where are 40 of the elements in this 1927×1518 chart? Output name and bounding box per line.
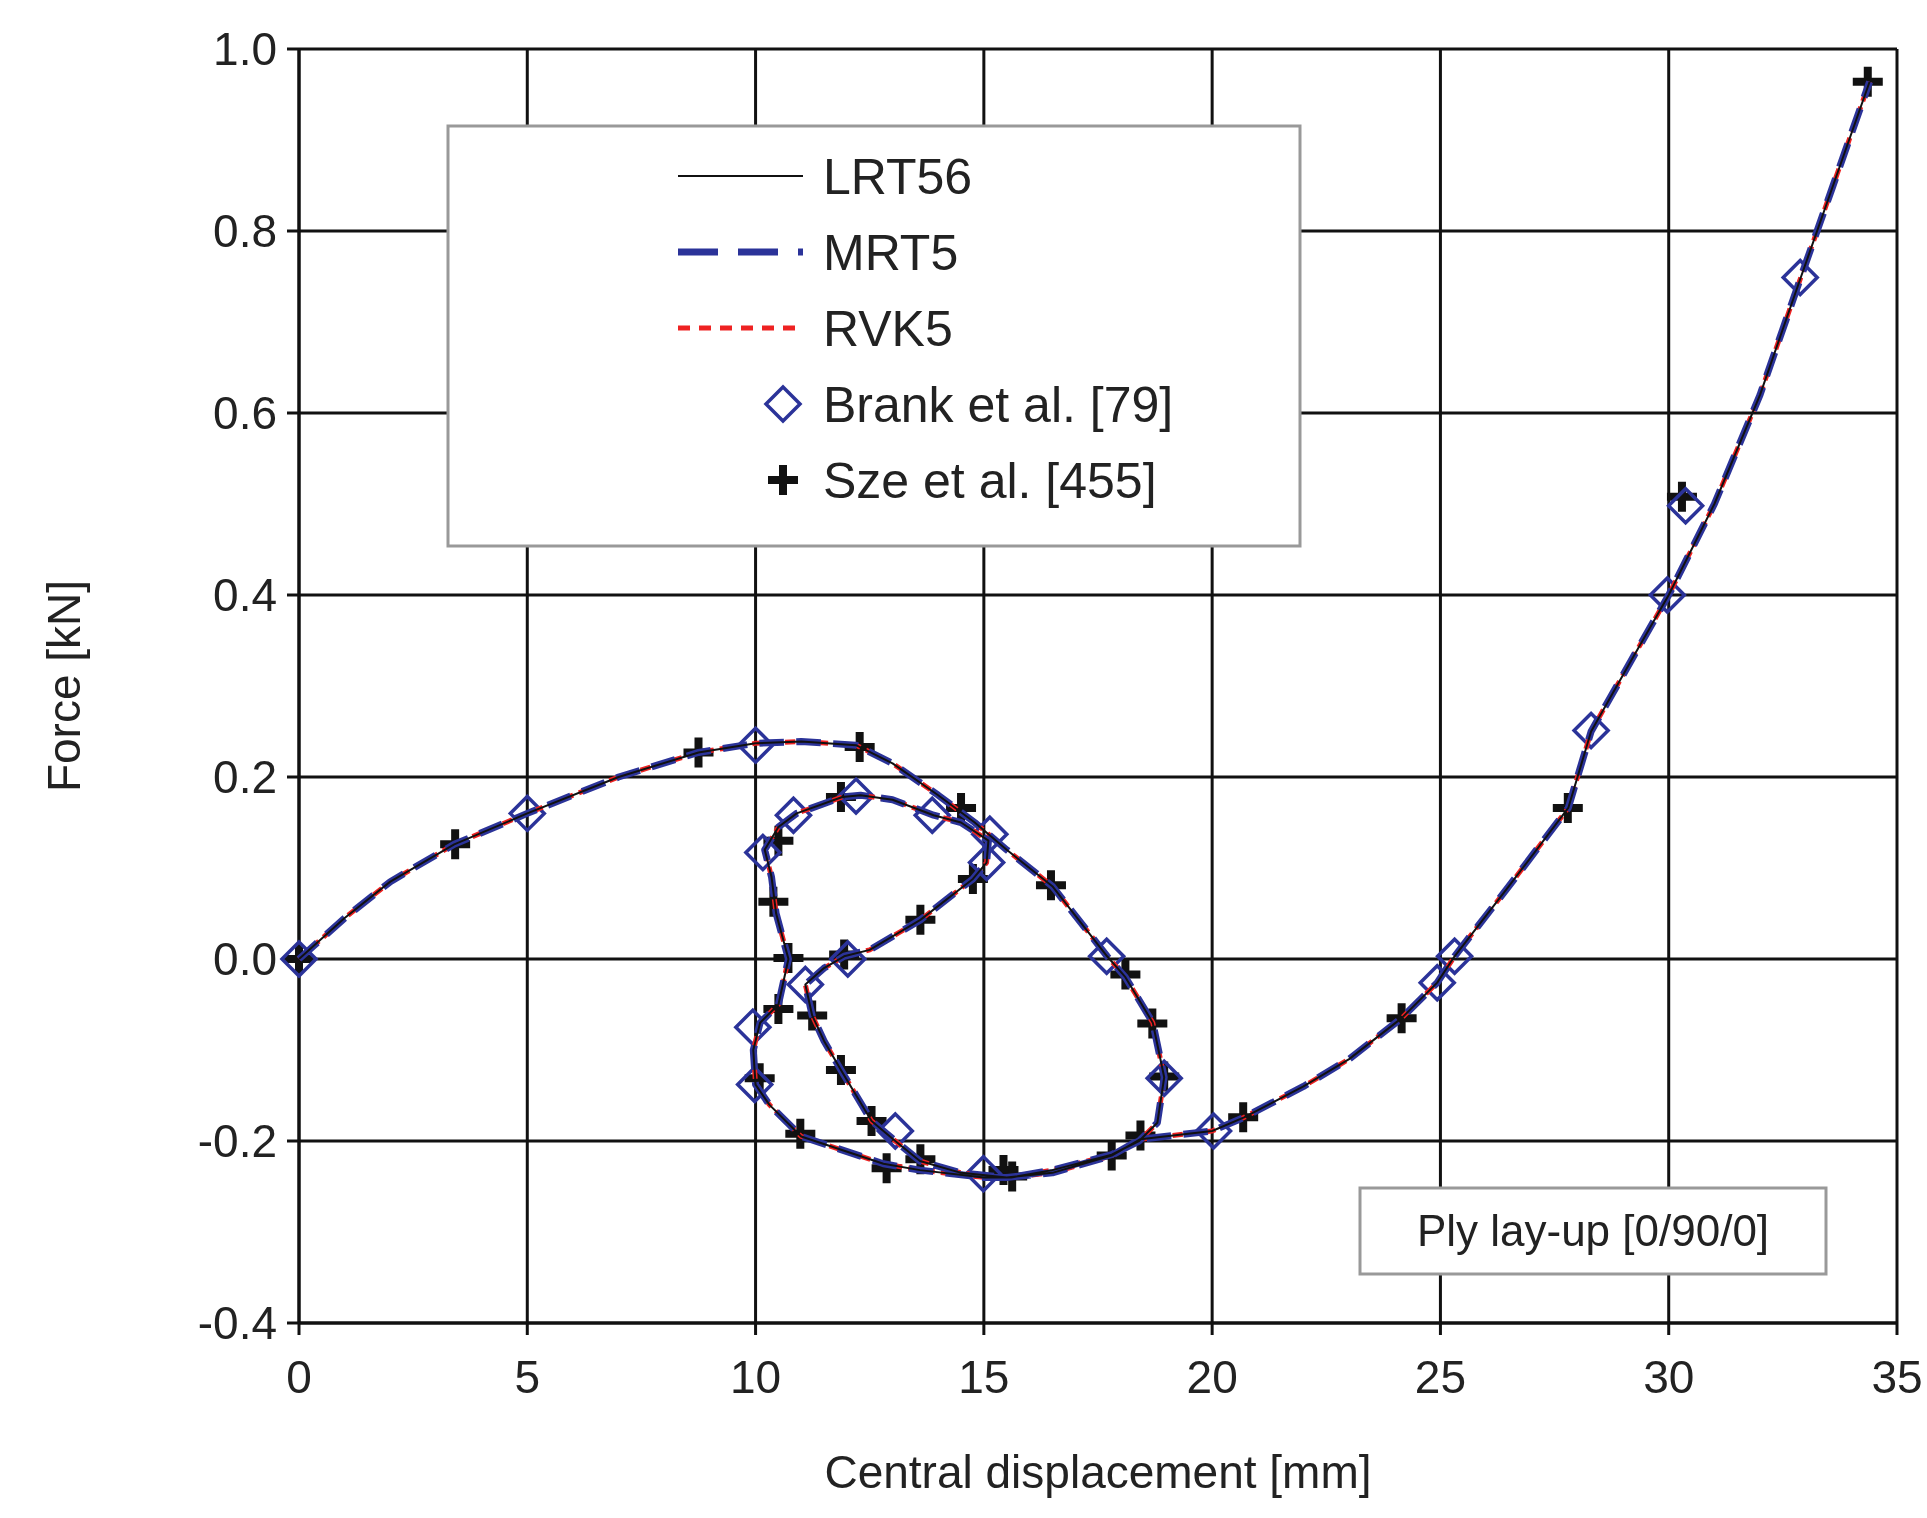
legend-label: MRT5	[823, 224, 959, 281]
point	[508, 794, 547, 833]
point	[876, 1112, 915, 1150]
y-tick-label: 0.8	[213, 205, 277, 258]
y-tick-label: 0.0	[213, 933, 277, 986]
point	[1435, 937, 1474, 976]
y-tick-label: 1.0	[213, 23, 277, 76]
legend-label: Brank et al. [79]	[823, 376, 1174, 433]
legend-label: Sze et al. [455]	[823, 452, 1157, 509]
y-tick-label: -0.2	[197, 1115, 277, 1168]
point	[744, 833, 782, 872]
y-tick-label: -0.4	[197, 1297, 277, 1350]
x-tick-label: 35	[1871, 1351, 1923, 1403]
point	[786, 965, 825, 1004]
x-tick-label: 10	[729, 1351, 782, 1403]
legend-label: LRT56	[823, 148, 973, 205]
x-axis-title: Central displacement [mm]	[824, 1446, 1372, 1498]
y-tick-label: 0.2	[213, 751, 277, 804]
y-tick-label: 0.6	[213, 387, 277, 440]
legend-label: RVK5	[823, 300, 953, 357]
point	[1194, 1112, 1233, 1150]
point	[913, 796, 952, 834]
y-axis-title: Force [kN]	[38, 579, 90, 793]
x-tick-label: 20	[1186, 1351, 1238, 1403]
point	[1418, 963, 1456, 1002]
x-tick-label: 0	[286, 1351, 312, 1403]
x-tick-label: 15	[958, 1351, 1010, 1403]
point	[829, 940, 867, 978]
x-tick-label: 5	[514, 1351, 541, 1403]
point	[774, 796, 813, 834]
point	[1781, 258, 1819, 297]
annotation: Ply lay-up [0/90/0]	[1416, 1206, 1770, 1256]
point	[1666, 487, 1705, 525]
point	[1572, 711, 1610, 750]
point	[964, 1155, 1003, 1193]
x-tick-label: 25	[1414, 1351, 1467, 1403]
point	[1648, 576, 1687, 614]
y-tick-label: 0.4	[213, 569, 277, 622]
x-tick-label: 30	[1643, 1351, 1695, 1403]
point	[1087, 937, 1126, 976]
